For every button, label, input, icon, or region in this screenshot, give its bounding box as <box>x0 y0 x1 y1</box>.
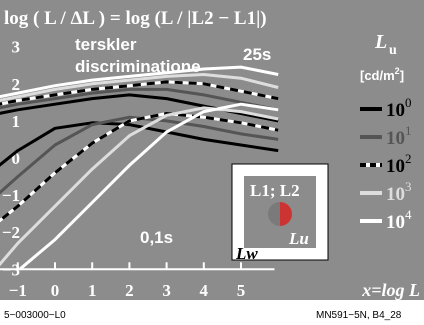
inset-diagram: L1; L2 Lu Lw <box>231 163 329 263</box>
legend-label: 101 <box>386 123 412 149</box>
legend-unit: [cd/m2] <box>360 66 404 83</box>
inset-label-lu: Lu <box>288 229 309 248</box>
y-tick-label: 3 <box>12 38 21 57</box>
spot-left-half <box>268 202 280 226</box>
x-tick-label: 5 <box>237 281 246 300</box>
series-line-long-2-base <box>0 80 279 106</box>
series-line-short-4 <box>18 102 279 271</box>
x-tick-label: −1 <box>9 281 27 300</box>
x-tick-label: 3 <box>162 281 171 300</box>
label-25s: 25s <box>243 45 271 64</box>
x-tick-label: 2 <box>125 281 134 300</box>
y-tick-label: 0 <box>12 149 21 168</box>
legend-label: 100 <box>386 95 412 121</box>
y-tick-label: −2 <box>2 223 20 242</box>
label-0-1s: 0,1s <box>140 228 173 247</box>
label-discriminatione: discriminatione <box>75 57 201 76</box>
x-tick-label: 4 <box>200 281 209 300</box>
y-tick-label: 2 <box>12 75 21 94</box>
series-line-short-3 <box>0 106 279 267</box>
x-tick-label: 0 <box>51 281 60 300</box>
legend-label: 102 <box>386 151 412 177</box>
legend-header-sub: u <box>389 43 397 58</box>
plot-background <box>0 0 424 300</box>
series-line-short-2 <box>0 112 279 223</box>
footer-left: 5−003000−L0 <box>4 310 66 321</box>
series-line-long-3 <box>0 73 279 102</box>
legend-label: 103 <box>386 179 412 205</box>
y-tick-label: −1 <box>2 186 20 205</box>
y-tick-label: 1 <box>12 112 21 131</box>
legend-header-L: L <box>374 31 387 53</box>
series-line-long-1 <box>0 87 279 112</box>
series-line-short-1 <box>0 115 279 195</box>
x-tick-label: 1 <box>88 281 97 300</box>
series-lines <box>0 65 279 271</box>
series-line-long-4 <box>0 65 279 99</box>
footer-right: MN591−5N, B4_28 <box>316 310 402 321</box>
x-axis-label: x=log L <box>361 280 420 300</box>
inset-label-lw: Lw <box>235 244 258 263</box>
inset-label-l1l2: L1; L2 <box>250 181 300 200</box>
series-line-short-0 <box>0 121 279 167</box>
chart-title: log ( L / ΔL ) = log (L / |L2 − L1|) <box>4 8 267 29</box>
label-terskler: terskler <box>75 35 137 54</box>
y-tick-label: −3 <box>2 260 20 279</box>
legend-label: 104 <box>386 207 412 233</box>
spot-right-half <box>280 202 292 226</box>
